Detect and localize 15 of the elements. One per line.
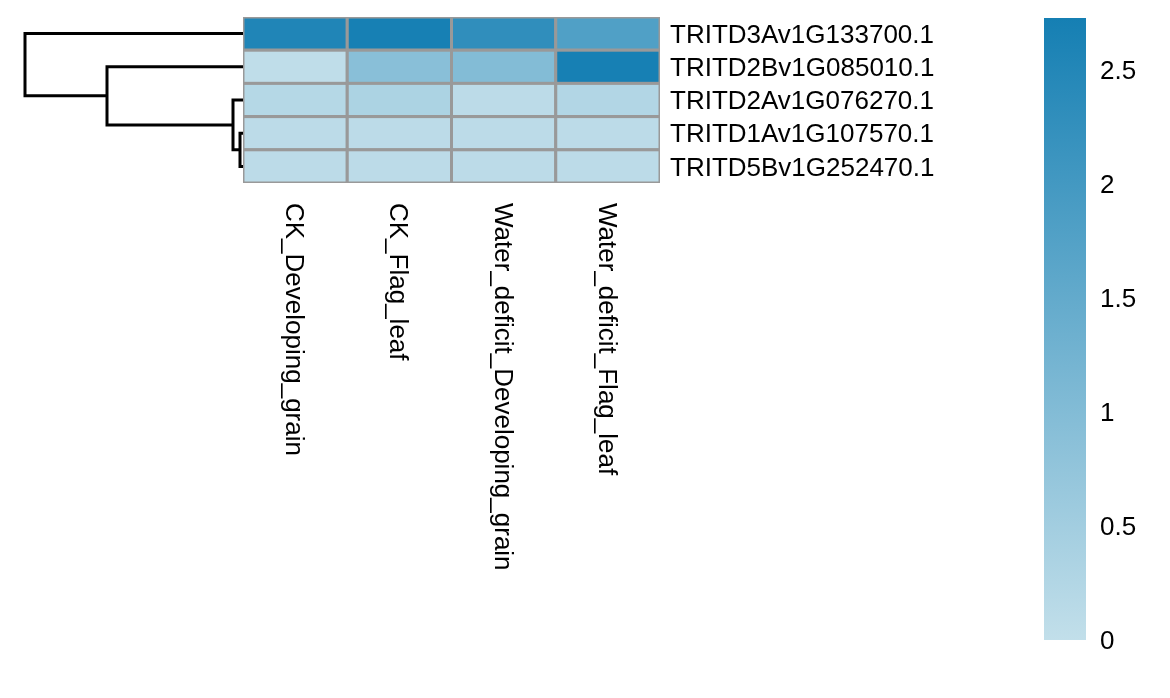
x-tick-label: CK_Developing_grain (280, 203, 311, 456)
x-tick-label: CK_Flag_leaf (384, 203, 415, 362)
color-bar-label: 2.5 (1100, 55, 1137, 86)
color-bar-label: 0 (1100, 625, 1115, 655)
color-bar-label: 0.5 (1100, 511, 1137, 542)
x-tick-label: Water_deficit_Flag_leaf (592, 203, 623, 476)
y-tick-label: TRITD1Av1G107570.1 (670, 118, 934, 149)
y-tick-label: TRITD2Av1G076270.1 (670, 85, 934, 116)
color-bar-label: 1 (1100, 397, 1115, 428)
y-tick-label: TRITD3Av1G133700.1 (670, 18, 934, 49)
color-bar-label: 2 (1100, 169, 1115, 200)
x-tick-label: Water_deficit_Developing_grain (488, 203, 519, 571)
y-tick-label: TRITD2Bv1G085010.1 (670, 52, 935, 83)
y-tick-label: TRITD5Bv1G252470.1 (670, 151, 935, 182)
color-bar-label: 1.5 (1100, 283, 1137, 314)
